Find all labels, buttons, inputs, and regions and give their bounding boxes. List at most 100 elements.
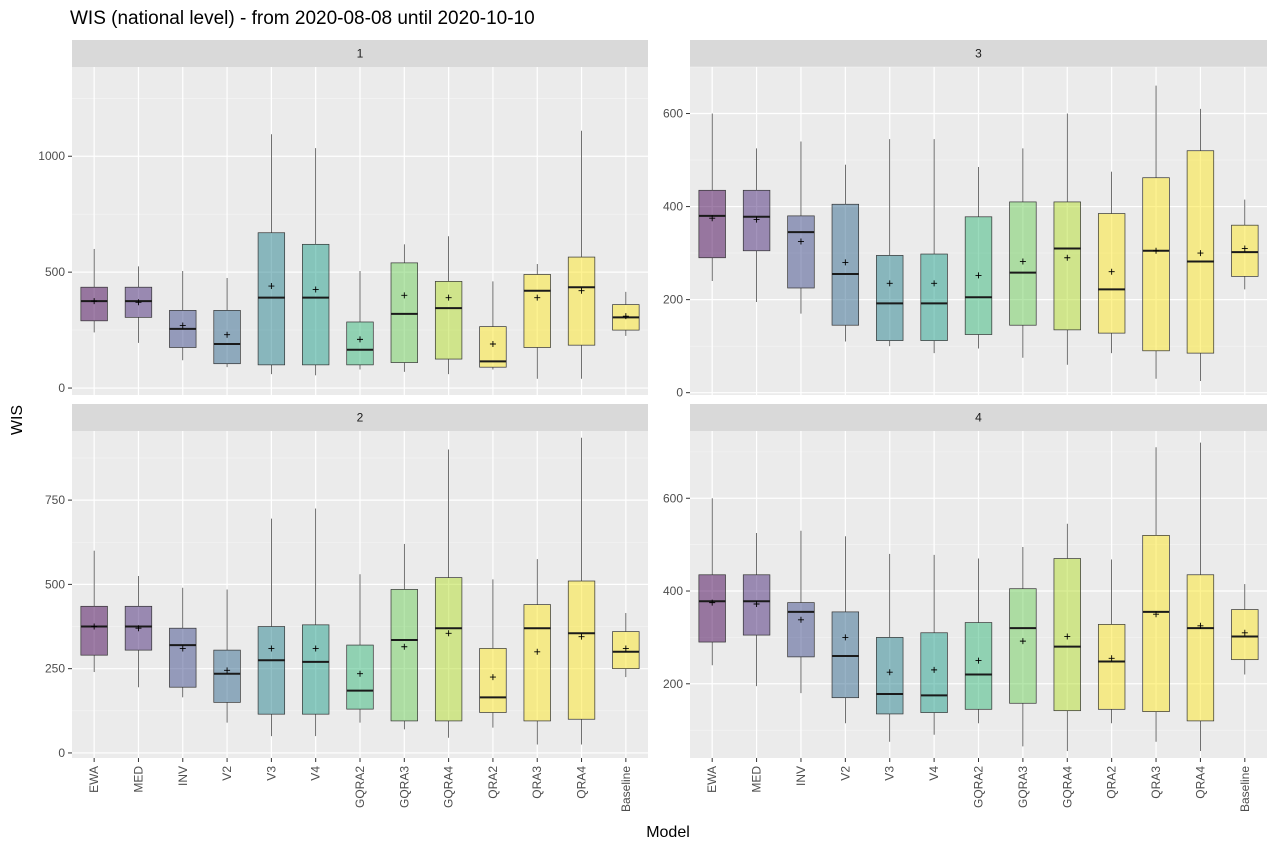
mean-marker (1241, 629, 1248, 636)
x-tick-label: QRA4 (1193, 766, 1207, 799)
x-tick-label: QRA3 (530, 766, 544, 799)
x-tick-label: Baseline (1238, 766, 1252, 812)
box-iqr (787, 602, 815, 658)
box-iqr (1097, 624, 1126, 710)
y-tick-label: 400 (663, 584, 683, 598)
panel-strip-label: 3 (975, 47, 982, 61)
box-QRA3 (523, 559, 551, 745)
box-iqr (1186, 574, 1215, 722)
mean-marker (91, 298, 98, 305)
mean-marker (268, 283, 275, 290)
box-GQRA2 (964, 167, 993, 349)
mean-marker (709, 215, 716, 222)
box-iqr (787, 215, 815, 289)
box-Baseline (1231, 584, 1259, 675)
box-GQRA3 (1009, 546, 1037, 747)
mean-marker (1241, 245, 1248, 252)
box-INV (169, 587, 197, 698)
mean-marker (886, 669, 893, 676)
box-iqr (390, 262, 418, 363)
box-QRA3 (1142, 447, 1170, 742)
x-tick-label: V3 (264, 766, 278, 781)
x-tick-label: EWA (87, 766, 101, 793)
box-GQRA4 (1053, 523, 1081, 752)
box-V4 (920, 139, 948, 354)
box-iqr (1009, 588, 1037, 704)
mean-marker (135, 625, 142, 632)
mean-marker (357, 336, 363, 343)
box-Baseline (612, 291, 640, 336)
box-QRA3 (523, 264, 551, 379)
box-V2 (831, 536, 860, 724)
panel-4: 4 200 400 600 EWA MED INV V2 V3 V4 GQRA2 GQRA3 GQRA4… (663, 404, 1267, 812)
box-EWA (80, 248, 108, 333)
y-tick-label: 0 (58, 381, 65, 395)
box-MED (124, 575, 153, 688)
chart-title: WIS (national level) - from 2020-08-08 u… (70, 8, 535, 29)
box-V3 (876, 139, 904, 347)
x-tick-label: GQRA4 (1060, 766, 1074, 808)
box-iqr (1142, 177, 1170, 352)
mean-marker (622, 313, 629, 320)
mean-marker (401, 292, 408, 299)
box-QRA4 (567, 437, 596, 745)
x-tick-label: V4 (309, 766, 323, 781)
x-tick-label: GQRA4 (442, 766, 456, 808)
panel-2: 2 0 250 500 750 EWA MED INV V2 V3 V4 GQRA2 GQRA3 GQRA… (45, 404, 648, 812)
box-iqr (169, 627, 197, 688)
box-V3 (257, 518, 286, 737)
panels: 1 0 500 1000 3 0 200 400 600 2 0 250 500 750 EWA MED INV… (38, 40, 1267, 812)
box-iqr (257, 626, 286, 715)
y-tick-label: 600 (663, 107, 683, 121)
box-INV (787, 530, 815, 694)
mean-marker (709, 599, 716, 606)
box-V2 (213, 589, 241, 723)
box-V4 (302, 148, 330, 376)
box-iqr (479, 648, 507, 713)
box-V2 (213, 277, 241, 368)
mean-marker (753, 216, 760, 223)
mean-marker (931, 280, 938, 287)
box-V3 (257, 134, 286, 375)
panel-strip (72, 404, 648, 431)
x-tick-label: GQRA3 (1016, 766, 1030, 808)
y-tick-label: 500 (45, 577, 65, 591)
box-iqr (742, 189, 771, 252)
box-INV (169, 270, 197, 361)
mean-marker (797, 616, 804, 623)
box-iqr (213, 649, 241, 703)
mean-marker (886, 280, 893, 287)
box-EWA (698, 498, 726, 666)
x-tick-label: GQRA2 (353, 766, 367, 808)
mean-marker (312, 645, 319, 652)
mean-marker (1019, 638, 1026, 645)
box-QRA4 (1186, 108, 1215, 382)
mean-marker (1153, 247, 1160, 254)
x-tick-label: GQRA2 (972, 766, 986, 808)
mean-marker (268, 645, 275, 652)
box-iqr (567, 580, 596, 720)
mean-marker (975, 657, 982, 664)
box-MED (742, 148, 771, 302)
mean-marker (445, 630, 452, 637)
mean-marker (1197, 622, 1204, 629)
mean-marker (91, 623, 98, 630)
box-iqr (80, 605, 108, 656)
y-tick-label: 600 (663, 491, 683, 505)
box-iqr (434, 577, 463, 722)
y-tick-label: 200 (663, 293, 683, 307)
box-GQRA3 (390, 244, 418, 372)
x-axis-label: Model (646, 824, 690, 841)
x-tick-label: INV (176, 766, 190, 786)
box-V2 (831, 164, 860, 342)
y-tick-label: 750 (45, 493, 65, 507)
mean-marker (489, 341, 496, 348)
mean-marker (224, 331, 231, 338)
mean-marker (578, 287, 585, 294)
box-iqr (124, 605, 153, 651)
mean-marker (1019, 258, 1026, 265)
box-iqr (698, 574, 726, 643)
box-GQRA2 (964, 558, 993, 724)
x-tick-label: MED (131, 766, 145, 793)
mean-marker (445, 294, 452, 301)
